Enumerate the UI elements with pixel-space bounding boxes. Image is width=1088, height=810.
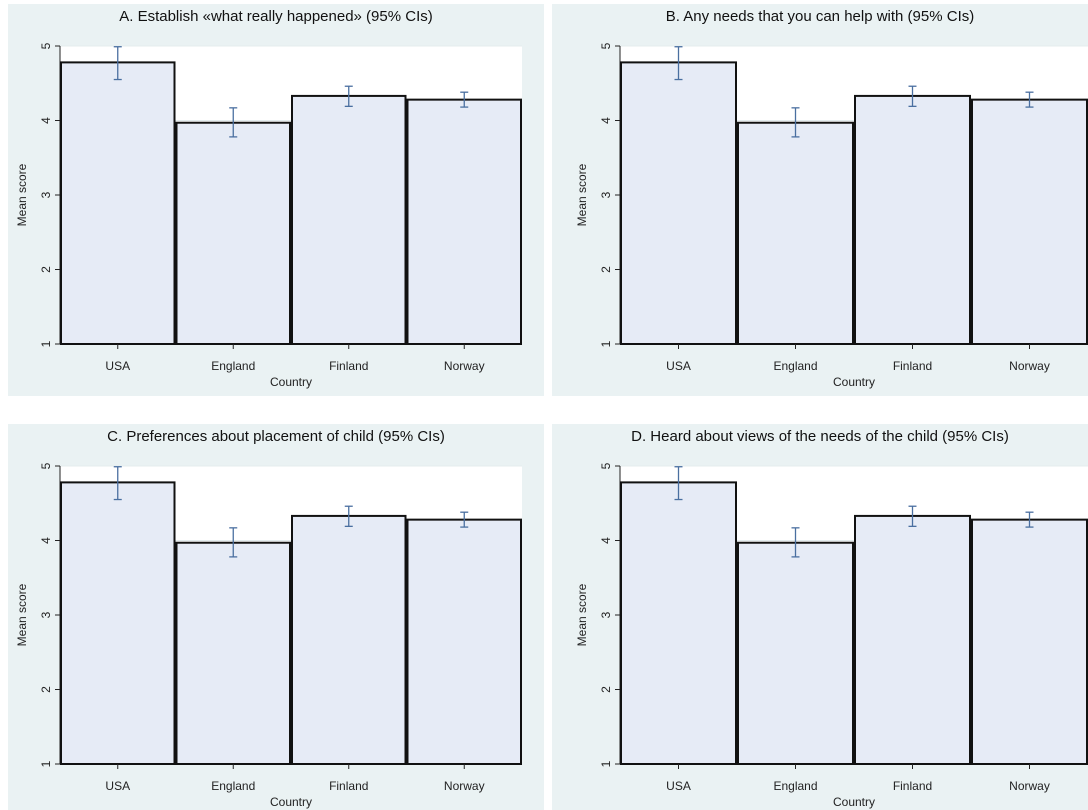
- x-axis-title: Country: [833, 795, 875, 809]
- error-bar-finland: [908, 85, 917, 107]
- y-tick-label: 3: [39, 191, 53, 198]
- error-bar-usa: [674, 466, 683, 501]
- bar-finland: [291, 94, 407, 346]
- y-axis-title: Mean score: [575, 583, 589, 646]
- x-tick-label-finland: Finland: [893, 779, 932, 793]
- chart-panel-d: D. Heard about views of the needs of the…: [552, 424, 1088, 810]
- bar-norway: [971, 518, 1088, 765]
- chart-title: B. Any needs that you can help with (95%…: [665, 8, 975, 25]
- error-bar-england: [791, 527, 800, 558]
- x-tick-label-norway: Norway: [444, 779, 485, 793]
- chart-panel-b: B. Any needs that you can help with (95%…: [552, 4, 1088, 396]
- chart-a-plot: 1 2 3 4 5 Mean score USA England Finland Norway Co…: [15, 42, 522, 389]
- x-tick-label-usa: USA: [105, 779, 130, 793]
- y-tick-label: 1: [599, 760, 613, 767]
- y-tick-label: 2: [39, 686, 53, 693]
- y-tick-label: 2: [39, 266, 53, 273]
- y-tick-label: 4: [599, 537, 613, 544]
- bar-finland: [854, 514, 971, 766]
- y-tick-label: 1: [599, 340, 613, 347]
- x-tick-label-usa: USA: [666, 779, 691, 793]
- y-tick-label: 1: [39, 760, 53, 767]
- x-tick-label-usa: USA: [105, 359, 130, 373]
- x-tick-label-england: England: [211, 779, 255, 793]
- chart-c-plot: 1 2 3 4 5 Mean score USA England Finland Norway Co…: [15, 462, 522, 809]
- y-tick-label: 4: [599, 117, 613, 124]
- y-axis-title: Mean score: [575, 163, 589, 226]
- error-bar-finland: [908, 505, 917, 527]
- x-tick-label-norway: Norway: [444, 359, 485, 373]
- bar-england: [737, 541, 854, 765]
- error-bar-england: [229, 527, 238, 558]
- x-axis-title: Country: [270, 795, 312, 809]
- x-tick-label-norway: Norway: [1009, 359, 1050, 373]
- chart-title: D. Heard about views of the needs of the…: [631, 428, 1009, 445]
- x-axis-title: Country: [833, 375, 875, 389]
- bar-finland: [291, 514, 407, 766]
- bar-norway: [406, 518, 522, 765]
- error-bar-norway: [1025, 91, 1034, 108]
- y-tick-label: 2: [599, 266, 613, 273]
- bar-england: [175, 121, 291, 345]
- y-tick-label: 4: [39, 117, 53, 124]
- y-axis-title: Mean score: [15, 583, 29, 646]
- x-tick-label-finland: Finland: [329, 359, 368, 373]
- bar-england: [175, 541, 291, 765]
- bar-finland: [854, 94, 971, 346]
- x-tick-label-england: England: [211, 359, 255, 373]
- y-tick-label: 2: [599, 686, 613, 693]
- y-tick-label: 3: [599, 611, 613, 618]
- error-bar-usa: [113, 46, 122, 81]
- x-tick-label-usa: USA: [666, 359, 691, 373]
- bar-england: [737, 121, 854, 345]
- bar-usa: [620, 61, 737, 345]
- error-bar-england: [791, 107, 800, 138]
- error-bar-norway: [460, 91, 469, 108]
- bar-usa: [60, 481, 176, 765]
- x-tick-label-finland: Finland: [329, 779, 368, 793]
- x-tick-label-norway: Norway: [1009, 779, 1050, 793]
- y-tick-label: 3: [39, 611, 53, 618]
- error-bar-norway: [460, 511, 469, 528]
- chart-title: A. Establish «what really happened» (95%…: [119, 8, 433, 25]
- chart-b-plot: 1 2 3 4 5 Mean score USA England Finland Norway Co…: [575, 42, 1088, 389]
- x-tick-label-england: England: [773, 779, 817, 793]
- y-tick-label: 1: [39, 340, 53, 347]
- chart-panel-c: C. Preferences about placement of child …: [8, 424, 544, 810]
- error-bar-finland: [344, 505, 353, 527]
- x-axis-title: Country: [270, 375, 312, 389]
- error-bar-usa: [113, 466, 122, 501]
- chart-title: C. Preferences about placement of child …: [107, 428, 445, 445]
- y-tick-label: 5: [599, 462, 613, 469]
- x-tick-label-finland: Finland: [893, 359, 932, 373]
- error-bar-finland: [344, 85, 353, 107]
- error-bar-norway: [1025, 511, 1034, 528]
- error-bar-usa: [674, 46, 683, 81]
- bar-norway: [406, 98, 522, 345]
- bar-usa: [620, 481, 737, 765]
- y-tick-label: 4: [39, 537, 53, 544]
- bar-norway: [971, 98, 1088, 345]
- chart-panel-a: A. Establish «what really happened» (95%…: [8, 4, 544, 396]
- y-tick-label: 3: [599, 191, 613, 198]
- error-bar-england: [229, 107, 238, 138]
- y-tick-label: 5: [39, 42, 53, 49]
- y-tick-label: 5: [39, 462, 53, 469]
- chart-d-plot: 1 2 3 4 5 Mean score USA England Finland Norway Co…: [575, 462, 1088, 809]
- y-axis-title: Mean score: [15, 163, 29, 226]
- bar-usa: [60, 61, 176, 345]
- x-tick-label-england: England: [773, 359, 817, 373]
- y-tick-label: 5: [599, 42, 613, 49]
